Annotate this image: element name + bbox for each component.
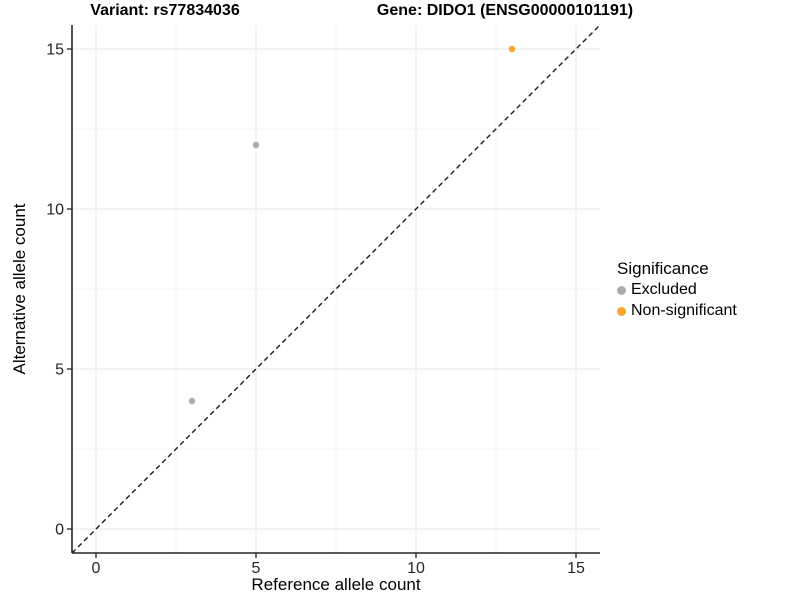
non-significant-swatch-icon	[617, 306, 626, 316]
x-tick-label: 10	[407, 560, 425, 577]
y-tick-label: 15	[46, 42, 64, 59]
x-axis-title: Reference allele count	[251, 575, 421, 594]
legend: Significance Excluded Non-significant	[617, 258, 737, 321]
y-tick-label: 10	[46, 202, 64, 219]
identity-dashed-line	[71, 24, 601, 554]
data-point-excluded	[188, 397, 196, 405]
data-point-excluded	[252, 141, 260, 149]
x-tick-label: 0	[92, 560, 101, 577]
y-tick-label: 5	[55, 362, 64, 379]
excluded-swatch-icon	[617, 285, 626, 295]
x-tick-label: 15	[567, 560, 585, 577]
plot-title-gene: Gene: DIDO1 (ENSG00000101191)	[376, 2, 634, 19]
y-axis-title: Alternative allele count	[10, 203, 29, 375]
plot-title-variant: Variant: rs77834036	[90, 2, 240, 19]
legend-item-label: Non-significant	[631, 302, 737, 319]
y-tick-label: 0	[55, 522, 64, 539]
legend-item-label: Excluded	[631, 281, 697, 298]
legend-item-excluded: Excluded	[617, 280, 737, 300]
data-point-non-significant	[508, 45, 516, 53]
legend-title: Significance	[617, 259, 709, 278]
x-tick-label: 5	[252, 560, 261, 577]
legend-item-non-significant: Non-significant	[617, 301, 737, 321]
